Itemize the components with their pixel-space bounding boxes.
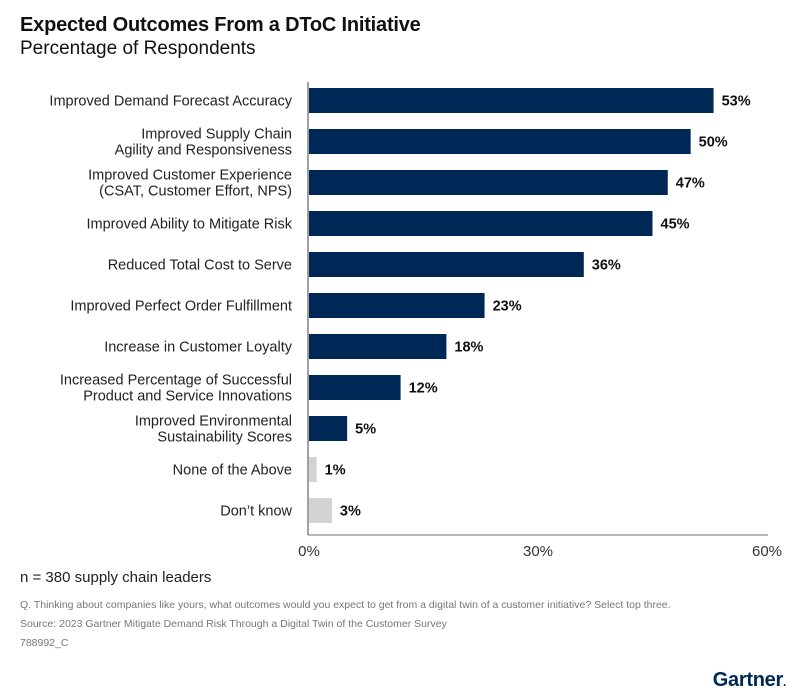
bar — [309, 457, 317, 482]
category-label-line: Increase in Customer Loyalty — [104, 340, 293, 356]
category-label: Improved Demand Forecast Accuracy — [49, 94, 292, 110]
category-label: Improved Perfect Order Fulfillment — [70, 299, 292, 315]
bar-value-label: 12% — [409, 381, 438, 397]
x-axis-ticks: 0% 30% 60% — [298, 543, 782, 560]
bar-value-label: 5% — [355, 422, 376, 438]
category-label-line: Increased Percentage of Successful — [60, 373, 292, 389]
category-label-line: Improved Supply Chain — [141, 127, 292, 143]
bar-value-label: 50% — [699, 135, 728, 151]
bar — [309, 293, 485, 318]
logo-text: Gartner — [712, 669, 783, 691]
category-label-line: Improved Environmental — [135, 414, 292, 430]
bar-chart: 53% Improved Demand Forecast Accuracy 50% I… — [49, 82, 782, 560]
category-label: Increased Percentage of Successful Produc… — [60, 373, 292, 405]
category-label: Don’t know — [220, 504, 292, 520]
x-tick-label: 60% — [752, 543, 782, 560]
category-label-line: Improved Perfect Order Fulfillment — [70, 299, 292, 315]
bar-value-label: 53% — [722, 94, 751, 110]
gartner-logo: Gartner. — [712, 669, 787, 692]
bar — [309, 170, 668, 195]
source-note: Source: 2023 Gartner Mitigate Demand Ris… — [20, 618, 447, 630]
bar — [309, 375, 401, 400]
category-label-line: Agility and Responsiveness — [115, 143, 292, 159]
bars-layer: 53% Improved Demand Forecast Accuracy 50% I… — [49, 88, 751, 523]
chart-subtitle: Percentage of Respondents — [20, 38, 256, 59]
category-label-line: (CSAT, Customer Effort, NPS) — [99, 184, 292, 200]
x-tick-label: 30% — [523, 543, 553, 560]
bar — [309, 334, 447, 359]
bar — [309, 129, 691, 154]
category-label: Improved Ability to Mitigate Risk — [87, 217, 293, 233]
bar — [309, 252, 584, 277]
category-label-line: Improved Customer Experience — [88, 168, 292, 184]
bar — [309, 88, 714, 113]
bar — [309, 416, 348, 441]
category-label-line: Product and Service Innovations — [83, 389, 292, 405]
bar — [309, 211, 653, 236]
bar-value-label: 47% — [676, 176, 705, 192]
category-label-line: Sustainability Scores — [157, 430, 292, 446]
x-tick-label: 0% — [298, 543, 320, 560]
category-label-line: Improved Ability to Mitigate Risk — [87, 217, 293, 233]
chart-title: Expected Outcomes From a DToC Initiative — [20, 14, 421, 36]
survey-question-note: Q. Thinking about companies like yours, … — [20, 599, 671, 611]
bar-value-label: 3% — [340, 504, 361, 520]
category-label: Reduced Total Cost to Serve — [108, 258, 292, 274]
category-label: None of the Above — [173, 463, 292, 479]
category-label: Improved Environmental Sustainability Sco… — [135, 414, 292, 446]
category-label-line: Reduced Total Cost to Serve — [108, 258, 292, 274]
bar-value-label: 18% — [454, 340, 483, 356]
bar-value-label: 23% — [493, 299, 522, 315]
category-label-line: Don’t know — [220, 504, 292, 520]
category-label: Increase in Customer Loyalty — [104, 340, 293, 356]
category-label: Improved Supply Chain Agility and Respons… — [115, 127, 292, 159]
category-label-line: Improved Demand Forecast Accuracy — [49, 94, 292, 110]
bar-value-label: 45% — [661, 217, 690, 233]
logo-dot: . — [782, 675, 786, 689]
bar-value-label: 1% — [325, 463, 346, 479]
bar-value-label: 36% — [592, 258, 621, 274]
sample-size-note: n = 380 supply chain leaders — [20, 569, 212, 586]
bar — [309, 498, 332, 523]
category-label: Improved Customer Experience (CSAT, Custo… — [88, 168, 292, 200]
figure-code: 788992_C — [20, 637, 69, 649]
category-label-line: None of the Above — [173, 463, 292, 479]
